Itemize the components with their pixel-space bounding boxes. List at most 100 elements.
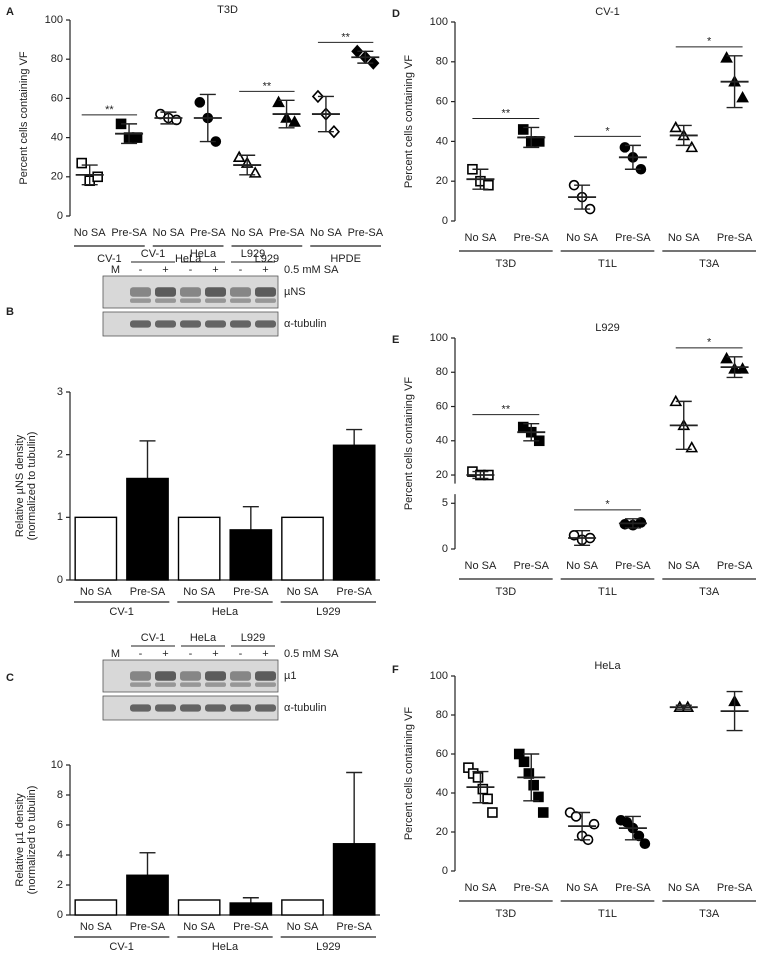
- x-tick-label: Pre-SA: [514, 882, 550, 894]
- x-tick-label: No SA: [566, 560, 598, 572]
- x-tick-label: Pre-SA: [233, 586, 269, 598]
- error-bar: [81, 164, 98, 186]
- x-tick-label: No SA: [310, 227, 342, 239]
- x-tick-label: No SA: [183, 586, 215, 598]
- blot-group-label: CV-1: [141, 632, 165, 644]
- y-tick-label: 100: [430, 670, 448, 682]
- y-tick-label: 100: [430, 332, 448, 344]
- panel-label: D: [392, 8, 400, 20]
- x-tick-label: Pre-SA: [233, 921, 269, 933]
- y-tick-label: 20: [436, 175, 448, 187]
- point: [669, 120, 683, 133]
- y-tick-label: 0: [442, 865, 448, 877]
- blot-band: [155, 320, 176, 328]
- blot-band: [180, 671, 201, 681]
- error-bar: [346, 771, 363, 844]
- y-tick-label: 0: [57, 574, 63, 586]
- y-axis-label: Percent cells containing VF: [403, 377, 415, 511]
- bar: [74, 899, 118, 916]
- group-label: L929: [316, 606, 340, 618]
- point: [288, 115, 301, 127]
- panel-label: B: [6, 306, 14, 318]
- error-bar: [726, 356, 743, 379]
- y-axis-label: (normalized to tubulin): [26, 786, 38, 895]
- y-tick-label: 3: [57, 386, 63, 398]
- point: [472, 772, 484, 783]
- x-tick-label: Pre-SA: [717, 232, 753, 244]
- blot-band: [255, 704, 276, 712]
- bar: [126, 477, 169, 581]
- treatment-label: 0.5 mM SA: [284, 648, 339, 660]
- blot-band: [180, 287, 201, 297]
- x-tick-label: No SA: [668, 560, 700, 572]
- y-tick-label: 2: [57, 449, 63, 461]
- blot-band: [130, 320, 151, 328]
- y-tick-label: 8: [57, 789, 63, 801]
- point: [736, 90, 749, 103]
- significance-label: **: [341, 31, 350, 43]
- lane-label: -: [139, 648, 143, 660]
- y-tick-label: 60: [436, 748, 448, 760]
- panel-label: E: [392, 334, 399, 346]
- y-tick-label: 100: [45, 14, 63, 26]
- point: [517, 124, 529, 135]
- bar: [177, 516, 221, 581]
- y-tick-label: 80: [51, 53, 63, 65]
- significance-label: **: [263, 80, 272, 92]
- bar: [332, 843, 376, 916]
- blot-band: [255, 320, 276, 328]
- point: [76, 157, 87, 169]
- blot-band: [205, 298, 226, 303]
- x-tick-label: No SA: [566, 232, 598, 244]
- blot-band: [205, 671, 226, 681]
- y-axis-label: (normalized to tubulin): [26, 432, 38, 541]
- lane-label: M: [111, 648, 120, 660]
- x-tick-label: Pre-SA: [336, 586, 372, 598]
- error-bar: [574, 530, 591, 547]
- point: [533, 791, 544, 803]
- significance-label: *: [707, 36, 712, 48]
- error-bar: [624, 144, 641, 170]
- y-tick-label: 0: [57, 909, 63, 921]
- blot-group-label: CV-1: [141, 248, 165, 260]
- error-bar: [242, 505, 259, 530]
- group-label: T1L: [598, 258, 617, 270]
- chart-title: HeLa: [594, 660, 621, 672]
- point: [194, 97, 206, 108]
- blot-band: [155, 704, 176, 712]
- y-tick-label: 20: [436, 826, 448, 838]
- blot-band: [180, 298, 201, 303]
- y-tick-label: 40: [436, 435, 448, 447]
- error-bar: [523, 753, 540, 802]
- error-bar: [472, 470, 489, 480]
- y-tick-label: 80: [436, 709, 448, 721]
- group-label: CV-1: [109, 941, 133, 953]
- panel-label: F: [392, 664, 399, 676]
- y-axis-label: Percent cells containing VF: [403, 55, 415, 189]
- panel-label: C: [6, 672, 14, 684]
- group-label: T3A: [699, 586, 720, 598]
- y-tick-label: 20: [51, 171, 63, 183]
- chart-title: CV-1: [595, 6, 619, 18]
- x-tick-label: No SA: [183, 921, 215, 933]
- lane-label: +: [162, 648, 168, 660]
- x-tick-label: Pre-SA: [336, 921, 372, 933]
- point: [92, 171, 103, 183]
- significance-label: **: [105, 104, 114, 116]
- blot-band: [205, 704, 226, 712]
- group-label: T1L: [598, 908, 617, 920]
- error-bar: [139, 852, 156, 876]
- blot-band: [155, 298, 176, 303]
- x-tick-label: No SA: [74, 227, 106, 239]
- y-tick-label: 2: [57, 879, 63, 891]
- y-tick-label: 1: [57, 511, 63, 523]
- point: [482, 793, 493, 805]
- y-axis-label: Percent cells containing VF: [18, 51, 30, 185]
- x-tick-label: No SA: [80, 586, 112, 598]
- x-tick-label: Pre-SA: [111, 227, 147, 239]
- group-label: CV-1: [109, 606, 133, 618]
- blot-band: [230, 320, 251, 328]
- y-tick-label: 40: [436, 135, 448, 147]
- point: [720, 351, 733, 364]
